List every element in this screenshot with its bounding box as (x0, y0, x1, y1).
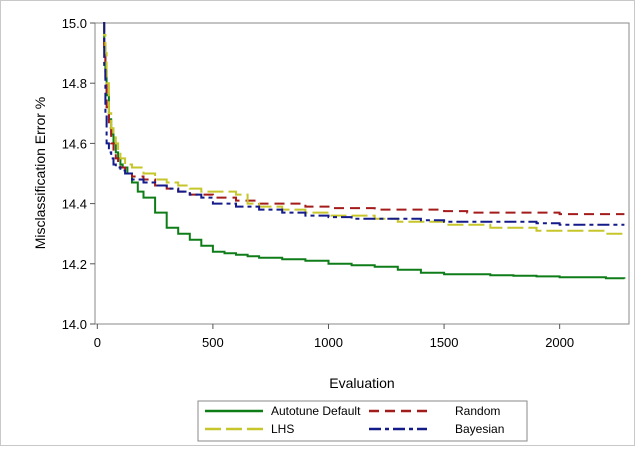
x-axis: 0 500 1000 1500 2000 (94, 324, 574, 350)
x-tick-label: 1000 (314, 335, 343, 350)
series-line-bayesian (103, 22, 625, 226)
x-tick-label: 2000 (545, 335, 574, 350)
y-tick-label: 14.4 (62, 197, 87, 212)
legend-box (197, 400, 528, 442)
legend-label: LHS (271, 422, 294, 436)
legend-label: Random (455, 404, 500, 418)
y-tick-label: 15.0 (62, 16, 87, 31)
y-tick-label: 14.0 (62, 317, 87, 332)
x-tick-label: 1500 (430, 335, 459, 350)
legend-label: Autotune Default (271, 404, 361, 418)
y-tick-label: 14.8 (62, 76, 87, 91)
y-tick-label: 14.2 (62, 257, 87, 272)
legend-label: Bayesian (455, 422, 504, 436)
x-axis-label: Evaluation (329, 375, 394, 391)
plot-area (94, 22, 630, 325)
x-tick-label: 0 (94, 335, 101, 350)
y-tick-label: 14.6 (62, 136, 87, 151)
legend: Autotune Default Random LHS Bayesian (197, 400, 528, 442)
y-axis: 14.0 14.2 14.4 14.6 14.8 15.0 (62, 16, 95, 332)
x-tick-label: 500 (202, 335, 224, 350)
y-axis-label: Misclassification Error % (32, 97, 48, 249)
series-layer (103, 22, 626, 280)
series-line-lhs (103, 22, 625, 235)
